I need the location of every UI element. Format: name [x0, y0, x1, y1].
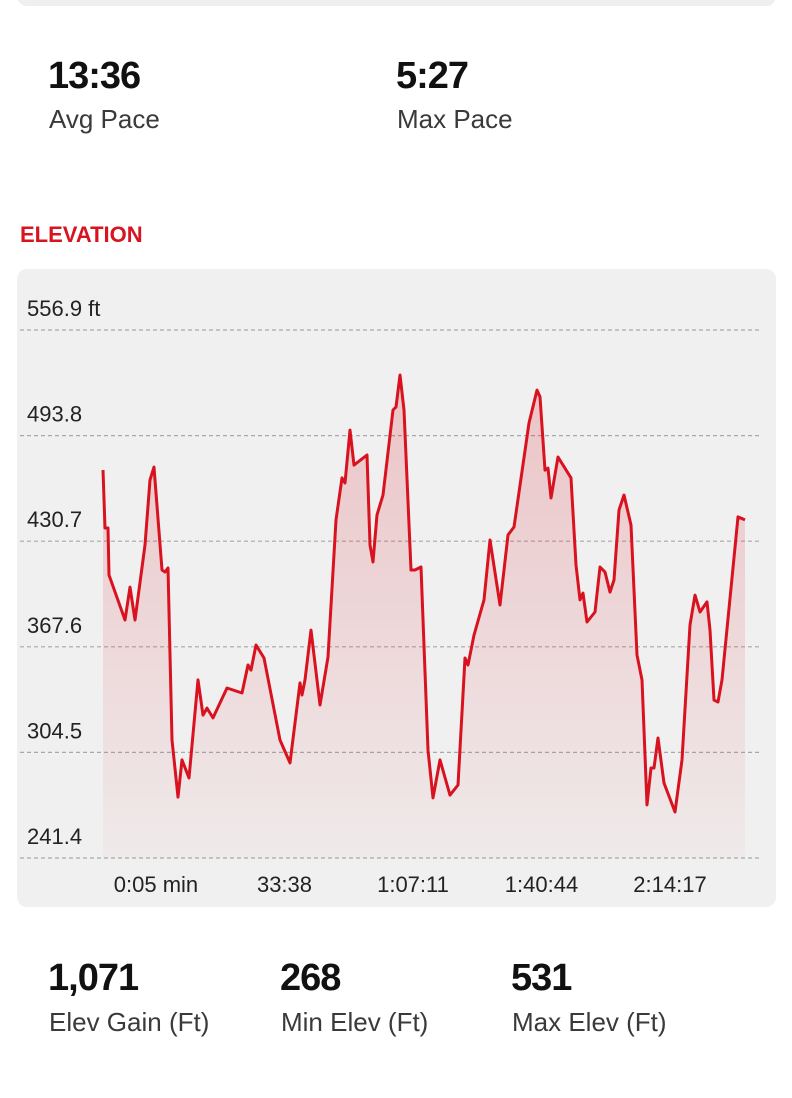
- stat-value: 5:27: [396, 55, 468, 97]
- y-tick-label: 367.6: [27, 613, 82, 638]
- stat-value: 531: [511, 957, 572, 999]
- stat-label: Elev Gain (Ft): [49, 1007, 209, 1037]
- stat-value: 13:36: [48, 55, 140, 97]
- y-tick-label: 556.9 ft: [27, 296, 100, 321]
- stat-value: 268: [280, 957, 340, 999]
- previous-card: [17, 0, 776, 6]
- y-tick-label: 304.5: [27, 718, 82, 743]
- area: [103, 375, 745, 858]
- line: [101, 373, 746, 814]
- y-tick-label: 430.7: [27, 507, 82, 532]
- section-title: ELEVATION: [20, 222, 143, 247]
- stat-label: Avg Pace: [49, 104, 160, 134]
- x-tick-label: 0:05 min: [114, 872, 198, 897]
- stat-label: Max Pace: [397, 104, 513, 134]
- y-tick-label: 241.4: [27, 824, 82, 849]
- plot: 241.4 304.5 367.6 430.7 493.8 556.9 ft 0:05 mi…: [20, 296, 762, 897]
- stat-label: Min Elev (Ft): [281, 1007, 428, 1037]
- x-tick-label: 2:14:17: [633, 872, 706, 897]
- x-tick-label: 1:07:11: [377, 872, 449, 897]
- y-tick-label: 493.8: [27, 402, 82, 427]
- stat-value: 1,071: [48, 957, 139, 999]
- x-tick-label: 1:40:44: [505, 872, 578, 897]
- x-tick-label: 33:38: [257, 872, 312, 897]
- stat-label: Max Elev (Ft): [512, 1007, 667, 1037]
